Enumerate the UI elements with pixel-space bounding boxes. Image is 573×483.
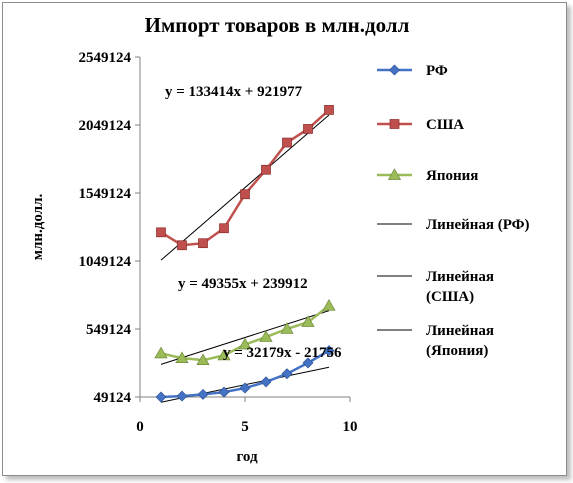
data-point xyxy=(154,346,168,359)
data-point xyxy=(280,322,294,334)
data-point xyxy=(259,330,273,342)
x-axis-label: год xyxy=(236,449,258,465)
legend-marker xyxy=(389,119,400,129)
data-point xyxy=(197,388,209,400)
legend-marker xyxy=(387,168,402,180)
y-tick-label: 2549124 xyxy=(79,50,132,66)
legend-label: США xyxy=(426,117,464,133)
legend-label: Япония xyxy=(426,168,478,184)
data-point xyxy=(260,376,272,388)
x-tick-label: 0 xyxy=(136,419,144,435)
chart-title: Импорт товаров в млн.долл xyxy=(145,13,410,37)
data-point xyxy=(302,357,314,369)
trendline-equation: y = 49355x + 239912 xyxy=(178,276,308,292)
data-point xyxy=(238,337,252,350)
y-tick-label: 2049124 xyxy=(79,118,132,134)
trendline-equation: y = 32179x - 21756 xyxy=(223,345,342,361)
legend-label: (США) xyxy=(426,289,474,305)
data-point xyxy=(217,348,231,361)
trendline xyxy=(160,310,330,365)
trendline-equation: y = 133414x + 921977 xyxy=(165,84,303,100)
legend-marker xyxy=(389,64,400,76)
legend-label: РФ xyxy=(426,63,448,79)
data-point xyxy=(219,223,229,234)
data-point xyxy=(324,105,334,115)
data-point xyxy=(156,227,166,238)
data-point xyxy=(282,137,292,148)
x-tick-label: 5 xyxy=(241,419,249,435)
x-tick-label: 10 xyxy=(343,419,358,435)
data-point xyxy=(196,353,210,366)
data-point xyxy=(239,382,251,394)
data-point xyxy=(198,238,208,249)
data-point xyxy=(303,124,313,134)
y-tick-label: 1049124 xyxy=(79,254,132,270)
data-point xyxy=(323,345,335,357)
y-tick-label: 549124 xyxy=(86,322,132,338)
data-point xyxy=(301,315,315,327)
data-point xyxy=(261,164,271,175)
legend-label: (Япония) xyxy=(426,343,488,359)
legend-label: Линейная (РФ) xyxy=(426,217,530,233)
data-point xyxy=(218,386,230,398)
y-tick-label: 1549124 xyxy=(79,186,132,202)
data-point xyxy=(281,368,293,380)
trendline xyxy=(160,114,330,261)
data-point xyxy=(176,390,188,402)
y-tick-label: 49124 xyxy=(94,390,132,406)
y-axis-label: млн.долл. xyxy=(30,194,46,261)
data-point xyxy=(322,299,336,311)
data-point xyxy=(240,189,250,200)
data-point xyxy=(177,240,187,251)
data-point xyxy=(175,351,189,363)
legend-label: Линейная xyxy=(426,269,494,285)
data-point xyxy=(155,391,167,403)
legend-label: Линейная xyxy=(426,323,494,339)
